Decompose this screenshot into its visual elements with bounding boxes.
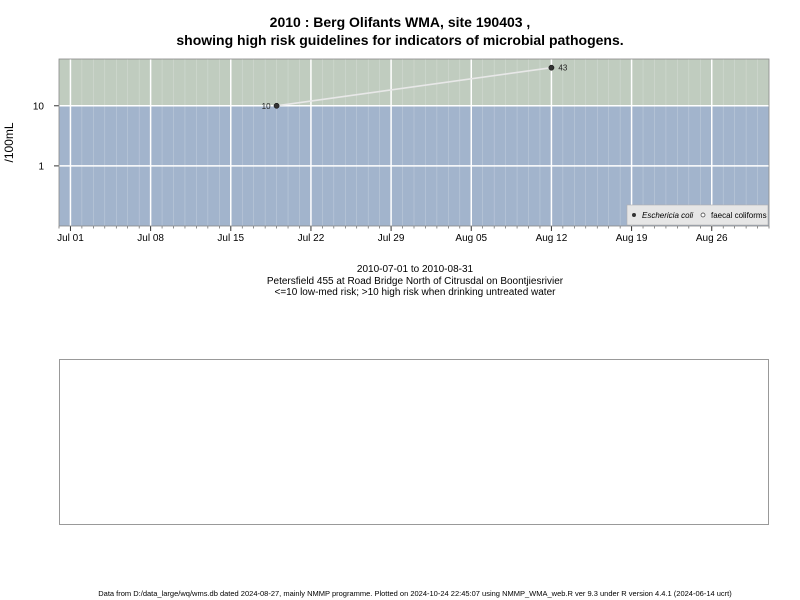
- date-range-text: 2010-07-01 to 2010-08-31: [356, 264, 474, 275]
- x-tick-label: Aug 19: [616, 233, 648, 244]
- site-description: Petersfield 455 at Road Bridge North of …: [266, 276, 564, 287]
- chart-title-line2: showing high risk guidelines for indicat…: [176, 32, 624, 48]
- x-tick-label: Aug 12: [536, 233, 568, 244]
- plot-frame: [58, 58, 770, 227]
- x-tick-label: Jul 22: [298, 233, 325, 244]
- legend-box: [626, 204, 769, 226]
- x-tick-label: Jul 15: [217, 233, 244, 244]
- data-label: 43: [558, 64, 567, 73]
- ecoli-line: [276, 66, 552, 107]
- legend-label-ecoli: Eschericia coli: [642, 211, 693, 220]
- legend-marker-faecal: [700, 212, 706, 218]
- chart: Jul 01 Jul 08 Jul 15 Jul 22 Jul 29 Aug 05 Aug …: [2, 58, 770, 244]
- high-risk-band: [59, 59, 769, 106]
- y-tick-label: 10: [33, 101, 45, 112]
- legend-label-faecal: faecal coliforms: [711, 211, 767, 220]
- x-tick-label: Jul 01: [57, 233, 84, 244]
- footer-note: Data from D:/data_large/wq/wms.db dated …: [98, 589, 732, 598]
- x-tick-label: Aug 26: [696, 233, 728, 244]
- ecoli-point: [273, 102, 280, 109]
- x-tick-label: Aug 05: [455, 233, 487, 244]
- chart-title: 2010 : Berg Olifants WMA, site 190403 ,: [269, 14, 531, 30]
- y-tick-label: 1: [38, 161, 44, 172]
- y-axis-label: /100mL: [2, 122, 16, 162]
- ecoli-point: [548, 64, 555, 71]
- data-label: 10: [262, 102, 271, 111]
- empty-panel: [59, 359, 769, 525]
- x-tick-label: Jul 08: [137, 233, 164, 244]
- legend-marker-ecoli: [632, 213, 636, 217]
- x-tick-label: Jul 29: [378, 233, 405, 244]
- risk-guideline-note: <=10 low-med risk; >10 high risk when dr…: [274, 287, 556, 298]
